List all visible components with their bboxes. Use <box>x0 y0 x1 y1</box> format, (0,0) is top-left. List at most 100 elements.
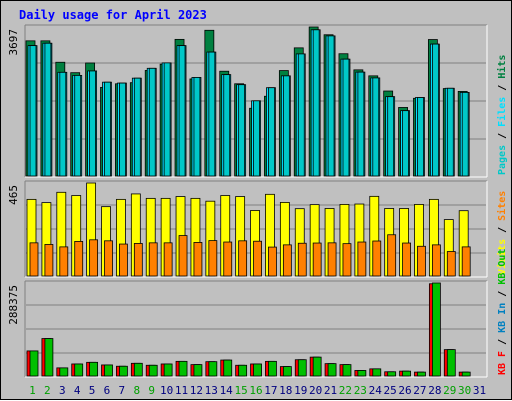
legend-entry: Hits <box>496 55 508 79</box>
x-tick-label-20: 20 <box>309 384 322 397</box>
bar-kb-out-day-28 <box>431 282 441 377</box>
bar-pages-day-27 <box>417 97 424 177</box>
legend-entry: Visits <box>496 239 508 275</box>
bar-pages-day-12 <box>193 77 201 177</box>
bar-pages-day-11 <box>178 45 186 177</box>
bar-sites-day-20 <box>312 242 322 277</box>
bar-pages-day-21 <box>327 35 335 177</box>
bar-pages-day-26 <box>402 110 409 177</box>
x-tick-label-19: 19 <box>294 384 307 397</box>
x-tick-label-16: 16 <box>249 384 262 397</box>
bar-pages-day-2 <box>44 42 52 177</box>
bar-sites-day-18 <box>282 244 292 277</box>
legend-entry: / <box>497 221 508 239</box>
legend-entry: Pages <box>497 145 508 175</box>
x-tick-label-17: 17 <box>264 384 277 397</box>
y-axis-max-label: 288375 <box>7 285 20 325</box>
legend-entry: / <box>497 285 508 303</box>
bar-sites-day-4 <box>74 241 84 277</box>
legend-entry: Sites <box>496 191 508 221</box>
bar-pages-day-1 <box>29 45 37 177</box>
bar-pages-day-29 <box>446 87 454 177</box>
x-tick-label-13: 13 <box>205 384 218 397</box>
bar-pages-day-17 <box>268 87 275 177</box>
x-tick-label-9: 9 <box>148 384 155 397</box>
legend-entry: Files <box>496 97 508 127</box>
x-tick-label-14: 14 <box>220 384 234 397</box>
bar-kb-out-day-20 <box>312 356 322 377</box>
bar-sites-day-1 <box>29 242 39 277</box>
bar-sites-day-22 <box>342 243 352 277</box>
bar-kb-out-day-19 <box>297 359 307 377</box>
x-tick-label-10: 10 <box>160 384 173 397</box>
panel-top: 3697 Pages / Files / Hits <box>7 24 508 178</box>
x-tick-label-4: 4 <box>74 384 81 397</box>
bar-kb-out-day-2 <box>44 338 54 377</box>
bar-kb-out-day-16 <box>253 363 262 377</box>
bar-sites-day-6 <box>104 240 113 277</box>
bar-kb-out-day-9 <box>148 364 158 377</box>
bar-kb-out-day-25 <box>387 371 397 377</box>
bar-sites-day-29 <box>446 251 456 277</box>
bar-pages-day-22 <box>342 58 350 177</box>
bar-pages-day-24 <box>372 77 380 177</box>
bar-kb-out-day-15 <box>238 364 248 377</box>
bar-pages-day-7 <box>119 82 126 177</box>
legend-entry: / <box>497 333 508 351</box>
bar-sites-day-15 <box>238 240 248 277</box>
bar-pages-day-30 <box>461 92 469 177</box>
x-tick-label-22: 22 <box>339 384 352 397</box>
x-tick-label-6: 6 <box>104 384 111 397</box>
x-tick-label-25: 25 <box>384 384 397 397</box>
x-axis-labels: 1 2 3 4 5 6 7 8 9 10 11 12 13 14 15 16 17 18 19 20 21 22 23 24 2… <box>29 384 486 397</box>
x-tick-label-27: 27 <box>413 384 426 397</box>
bar-pages-day-3 <box>59 71 67 177</box>
bar-kb-out-day-12 <box>193 364 203 377</box>
x-tick-label-18: 18 <box>279 384 292 397</box>
x-tick-label-29: 29 <box>443 384 456 397</box>
bar-sites-day-28 <box>431 244 441 277</box>
x-tick-label-11: 11 <box>175 384 188 397</box>
x-tick-label-2: 2 <box>44 384 51 397</box>
bar-kb-out-day-29 <box>446 349 456 377</box>
bar-kb-out-day-27 <box>417 371 426 377</box>
legend-text: KB F / KB In / KB Out <box>497 249 508 375</box>
x-tick-label-1: 1 <box>29 384 36 397</box>
bar-kb-out-day-5 <box>89 361 99 377</box>
legend-entry: KB F <box>497 351 508 375</box>
x-tick-label-28: 28 <box>428 384 441 397</box>
x-tick-label-7: 7 <box>119 384 126 397</box>
bar-sites-day-17 <box>268 246 277 277</box>
bar-sites-day-11 <box>178 235 188 277</box>
bar-pages-day-25 <box>387 96 395 177</box>
y-axis-max-label: 465 <box>7 185 20 205</box>
bar-pages-day-19 <box>297 53 305 177</box>
bar-sites-day-7 <box>119 243 128 277</box>
bar-sites-day-13 <box>208 240 218 277</box>
bar-kb-out-day-11 <box>178 360 188 377</box>
bar-kb-out-day-6 <box>104 364 113 377</box>
x-tick-label-15: 15 <box>234 384 247 397</box>
bar-pages-day-16 <box>253 100 260 177</box>
bar-pages-day-4 <box>74 75 82 177</box>
x-tick-label-23: 23 <box>354 384 367 397</box>
x-tick-label-30: 30 <box>458 384 471 397</box>
bar-kb-out-day-10 <box>163 363 173 377</box>
bar-kb-out-day-1 <box>29 350 39 377</box>
bar-kb-out-day-21 <box>327 363 337 377</box>
chart-panels: 3697 Pages / Files / Hits 465 Visits / Site… <box>7 24 508 378</box>
bar-sites-day-3 <box>59 246 69 277</box>
bar-pages-day-10 <box>163 62 171 177</box>
bar-pages-day-13 <box>208 51 216 177</box>
bar-kb-out-day-30 <box>461 371 471 377</box>
bar-kb-out-day-13 <box>208 361 218 377</box>
legend-entry: / <box>497 127 508 145</box>
bar-sites-day-21 <box>327 242 337 277</box>
bar-pages-day-14 <box>223 74 231 177</box>
bar-sites-day-12 <box>193 242 203 277</box>
bar-sites-day-30 <box>461 246 471 277</box>
bar-pages-day-28 <box>431 43 439 177</box>
bar-kb-out-day-23 <box>357 370 367 377</box>
bar-pages-day-20 <box>312 29 320 177</box>
